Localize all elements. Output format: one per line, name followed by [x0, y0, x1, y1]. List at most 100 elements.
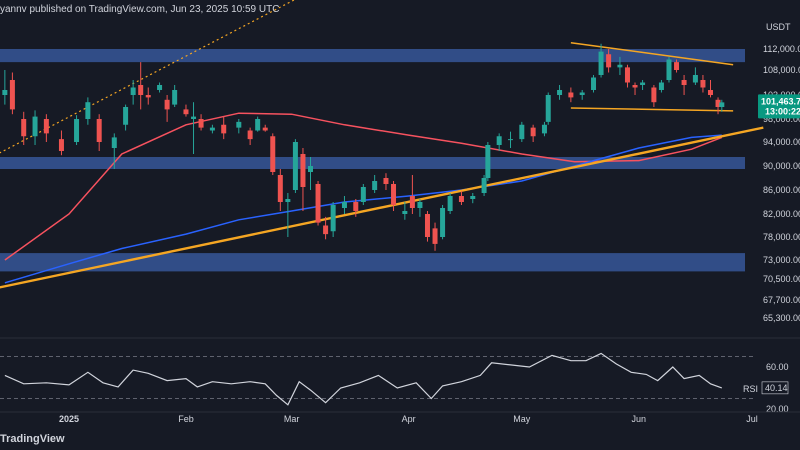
candle[interactable] — [692, 75, 698, 83]
candle[interactable] — [74, 119, 80, 142]
candle[interactable] — [372, 181, 378, 190]
candle[interactable] — [277, 175, 283, 202]
candle[interactable] — [391, 184, 397, 205]
candle[interactable] — [383, 178, 389, 184]
candle[interactable] — [123, 107, 129, 125]
candle[interactable] — [111, 137, 117, 148]
x-tick-label: Mar — [284, 414, 300, 424]
candle[interactable] — [402, 211, 408, 214]
candle[interactable] — [568, 92, 574, 98]
candle[interactable] — [2, 90, 8, 95]
candle[interactable] — [157, 85, 163, 90]
x-tick-label: Apr — [402, 414, 416, 424]
candle[interactable] — [481, 178, 487, 193]
candle[interactable] — [32, 116, 38, 137]
candle[interactable] — [424, 214, 430, 237]
candle[interactable] — [640, 82, 646, 86]
x-tick-label: Jun — [632, 414, 647, 424]
candle[interactable] — [666, 59, 672, 81]
candle[interactable] — [315, 184, 321, 223]
dotted-channel-line — [0, 0, 296, 154]
candle[interactable] — [715, 99, 721, 107]
y-tick-label: 73,000.00 — [763, 255, 800, 265]
candle[interactable] — [591, 77, 597, 91]
candle[interactable] — [485, 145, 491, 178]
candle[interactable] — [507, 139, 513, 141]
sr-zone-1 — [0, 157, 745, 169]
candle[interactable] — [164, 99, 170, 110]
candle[interactable] — [447, 196, 453, 211]
candle[interactable] — [674, 62, 680, 70]
candle[interactable] — [617, 64, 623, 68]
candle[interactable] — [440, 208, 446, 237]
candle[interactable] — [183, 109, 189, 115]
candle[interactable] — [541, 124, 547, 134]
candle[interactable] — [247, 130, 253, 140]
candle[interactable] — [262, 127, 268, 131]
candle[interactable] — [598, 51, 604, 75]
candle[interactable] — [21, 119, 27, 137]
candle[interactable] — [191, 116, 197, 119]
candle[interactable] — [681, 80, 687, 85]
candle[interactable] — [308, 166, 314, 172]
rsi-line — [4, 352, 723, 406]
candle[interactable] — [470, 196, 476, 199]
candle[interactable] — [330, 205, 336, 232]
y-tick-label: 90,000.00 — [763, 161, 800, 171]
y-tick-label: 82,000.00 — [763, 209, 800, 219]
candle[interactable] — [496, 136, 502, 145]
rsi-value-tag — [761, 381, 789, 395]
sr-zone-0 — [0, 49, 745, 63]
tradingview-brand[interactable]: TradingView — [0, 433, 65, 445]
candle[interactable] — [172, 90, 178, 105]
candle[interactable] — [545, 95, 551, 122]
candle[interactable] — [292, 142, 298, 190]
candle[interactable] — [658, 82, 664, 91]
y-tick-label: 94,000.00 — [763, 137, 800, 147]
candle[interactable] — [300, 154, 306, 187]
rsi-indicator-label: RSI — [743, 384, 758, 394]
rsi-tick-label: 60.00 — [766, 362, 789, 372]
y-tick-label: 112,000.00 — [763, 44, 800, 54]
candle[interactable] — [198, 119, 204, 128]
x-tick-label: May — [513, 414, 531, 424]
candle[interactable] — [270, 136, 276, 172]
candle[interactable] — [221, 124, 227, 134]
candle[interactable] — [700, 80, 706, 88]
candle[interactable] — [458, 196, 464, 202]
candle[interactable] — [719, 102, 725, 107]
candle[interactable] — [145, 95, 151, 98]
candle[interactable] — [85, 102, 91, 119]
y-tick-label: 108,000.00 — [763, 65, 800, 75]
candle[interactable] — [707, 90, 713, 95]
candle[interactable] — [9, 80, 15, 110]
countdown-label: 13:00:22 — [765, 106, 800, 116]
candle[interactable] — [606, 54, 612, 68]
candle[interactable] — [341, 202, 347, 208]
candle[interactable] — [579, 92, 585, 96]
candle[interactable] — [557, 90, 563, 95]
candle[interactable] — [409, 196, 415, 208]
candle[interactable] — [651, 87, 657, 103]
candle[interactable] — [530, 127, 536, 137]
candle[interactable] — [323, 225, 329, 235]
candle[interactable] — [96, 119, 102, 142]
candle[interactable] — [519, 124, 525, 140]
candle[interactable] — [255, 119, 261, 131]
candle[interactable] — [624, 67, 630, 83]
candle[interactable] — [236, 121, 242, 128]
candle[interactable] — [285, 199, 291, 202]
publish-note: yannv published on TradingView.com, Jun … — [0, 4, 280, 15]
candle[interactable] — [58, 139, 64, 151]
candle[interactable] — [417, 202, 423, 208]
candle[interactable] — [130, 87, 136, 96]
candle[interactable] — [632, 85, 638, 88]
candle[interactable] — [432, 228, 438, 244]
candle[interactable] — [43, 119, 49, 134]
candle[interactable] — [353, 202, 359, 211]
last-price-label: 101,463.7 — [761, 96, 800, 106]
candle[interactable] — [138, 85, 144, 95]
candle[interactable] — [360, 187, 366, 202]
candle[interactable] — [209, 127, 215, 131]
